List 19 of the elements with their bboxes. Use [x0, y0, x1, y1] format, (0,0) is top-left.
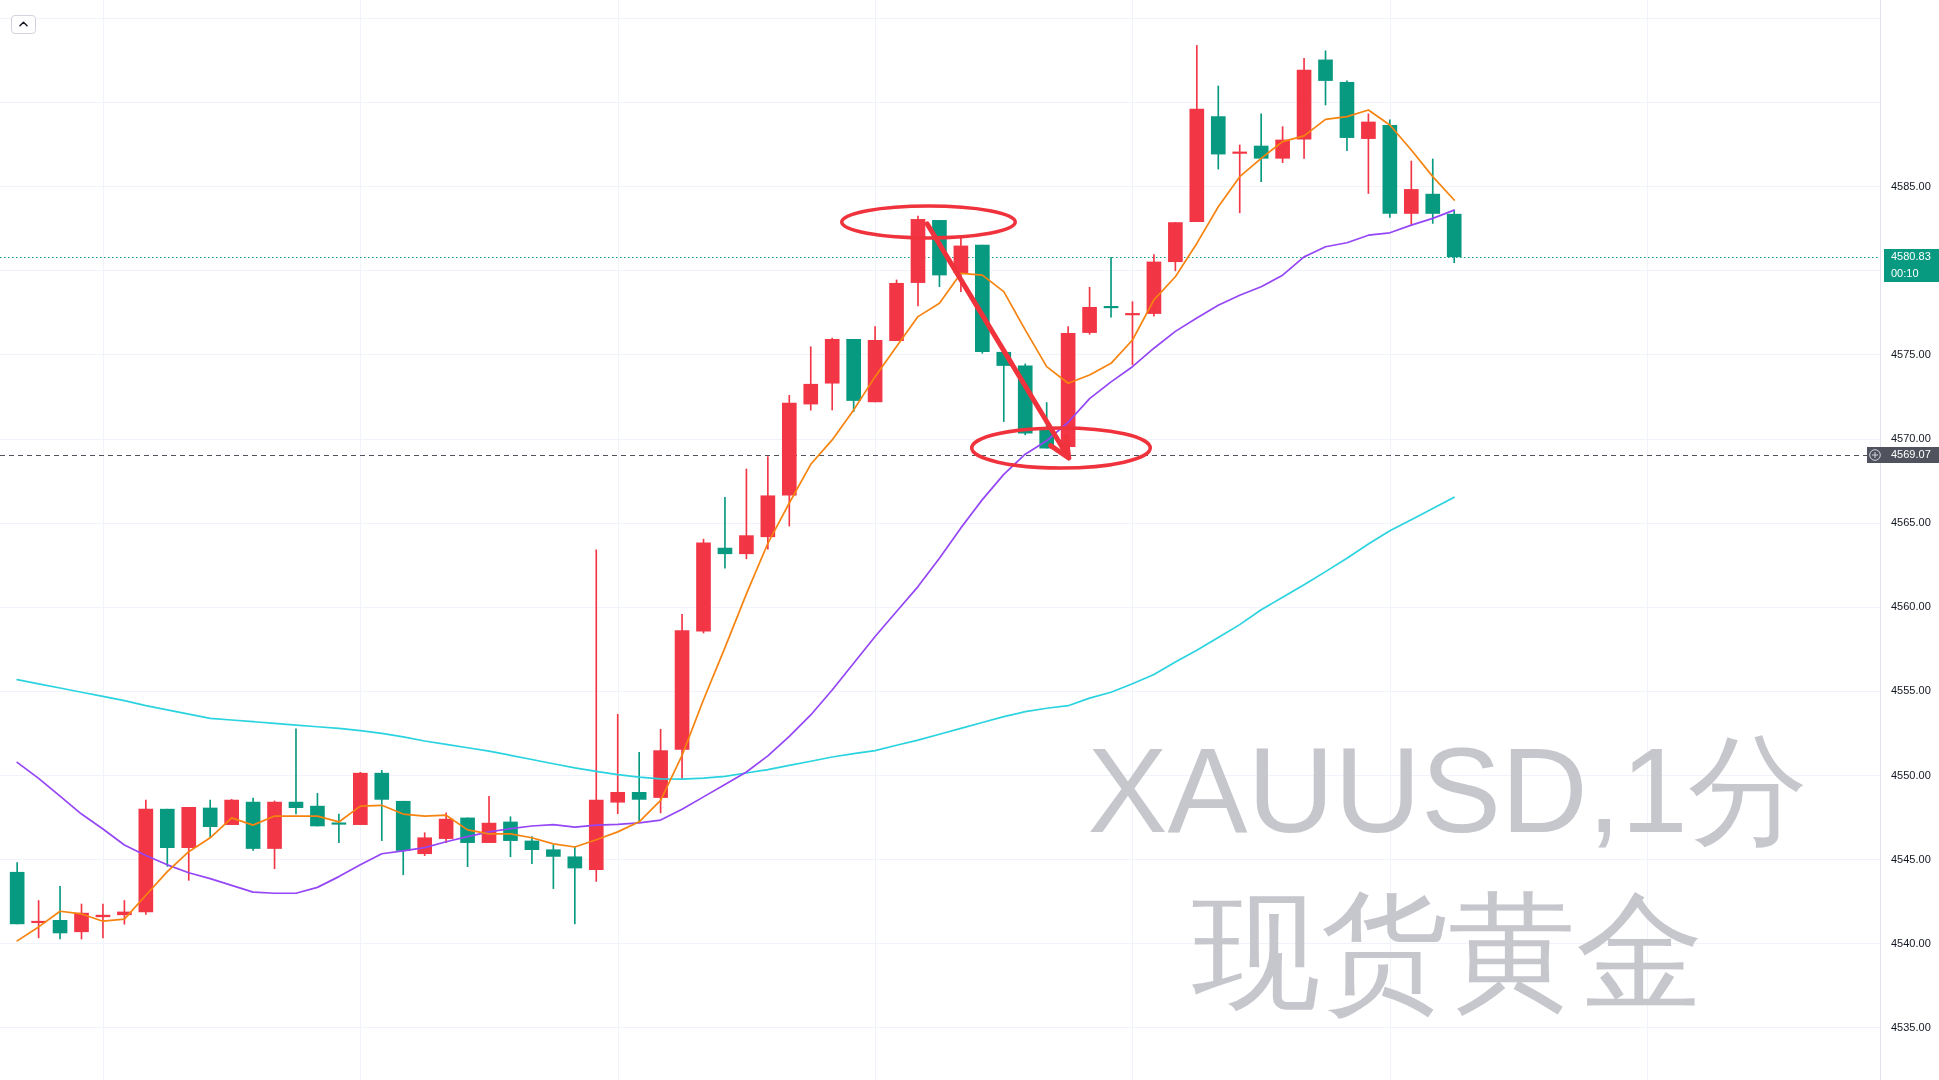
y-tick-label: 4560.00 [1891, 600, 1931, 613]
y-tick-label: 4550.00 [1891, 768, 1931, 781]
candlestick [824, 337, 840, 411]
text: XAUUSD,1分 [1087, 723, 1808, 858]
y-tick-label: 4555.00 [1891, 684, 1931, 697]
text: 现货黄金 [1191, 880, 1704, 1024]
ref-line-label: 4580.83 [1891, 249, 1931, 262]
y-tick-label: 4570.00 [1891, 432, 1931, 445]
y-tick-label: 4585.00 [1891, 179, 1931, 192]
candlestick [331, 813, 347, 843]
ref-line-label: 4569.07 [1891, 447, 1931, 460]
y-tick-label: 4565.00 [1891, 516, 1931, 529]
text: 00:10 [1891, 266, 1919, 279]
y-tick-label: 4545.00 [1891, 852, 1931, 865]
candlestick [610, 713, 626, 815]
y-tick-label: 4575.00 [1891, 347, 1931, 360]
y-tick-label: 4535.00 [1891, 1020, 1931, 1033]
candlestick [1403, 160, 1419, 226]
y-tick-label: 4540.00 [1891, 936, 1931, 949]
